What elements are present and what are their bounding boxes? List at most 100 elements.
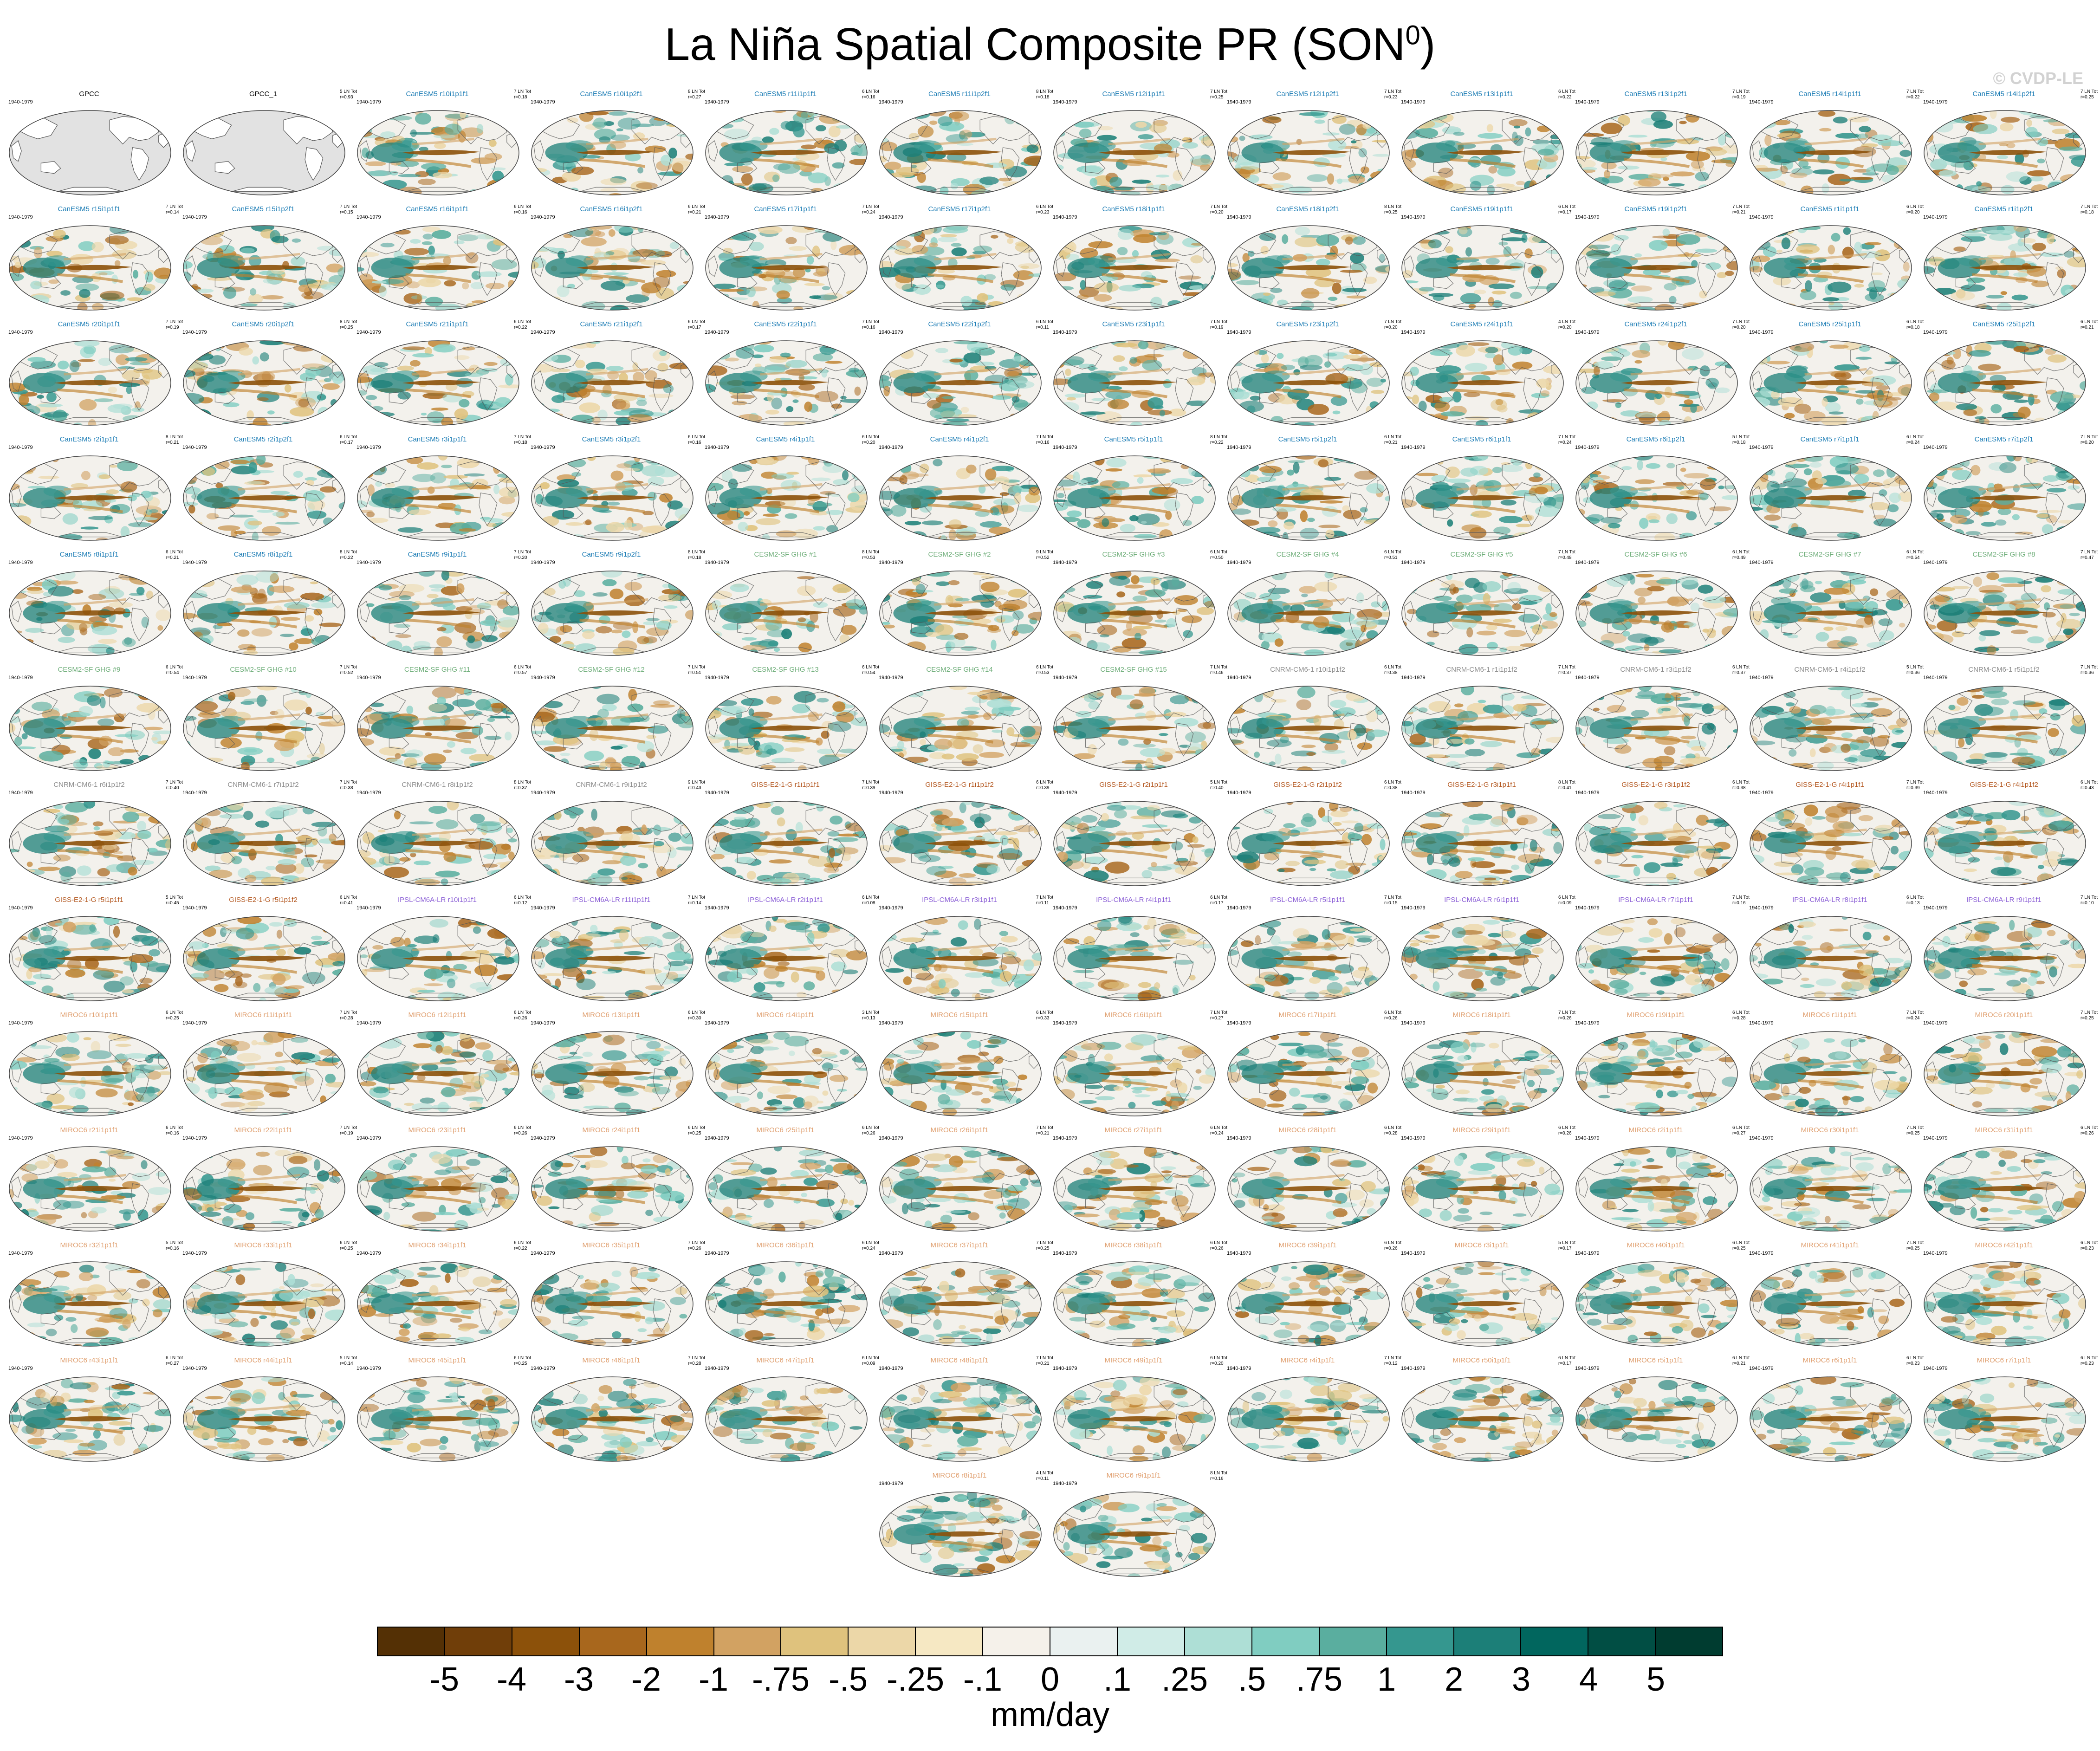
precip-anomaly-field xyxy=(880,1031,1041,1116)
precip-anomaly-field xyxy=(1576,1262,1737,1346)
map-panel: MIROC6 r2i1p1f1 1940-1979 6 LN Tot r=0.27 xyxy=(1569,1125,1750,1298)
panel-title: GISS-E2-1-G r5i1p1f1 xyxy=(55,896,123,904)
precip-anomaly-field xyxy=(1924,226,2086,310)
panel-map xyxy=(1227,1031,1390,1116)
map-panel: GISS-E2-1-G r4i1p1f1 1940-1979 7 LN Tot r=… xyxy=(1743,780,1924,953)
panel-title: GISS-E2-1-G r4i1p1f2 xyxy=(1970,781,2038,789)
panel-period: 1940-1979 xyxy=(879,560,903,565)
map-panel: CanESM5 r14i1p2f1 1940-1979 7 LN Tot r=0.2… xyxy=(1917,89,2098,262)
panel-period: 1940-1979 xyxy=(1401,1251,1426,1256)
map-border xyxy=(879,455,1042,541)
panel-title: MIROC6 r20i1p1f1 xyxy=(1975,1011,2033,1019)
map-panel: CanESM5 r11i1p1f1 1940-1979 6 LN Tot r=0.1… xyxy=(698,89,879,262)
map-panel: IPSL-CM6A-LR r2i1p1f1 1940-1979 6 LN Tot r… xyxy=(698,895,879,1068)
map-panel: CESM2-SF GHG #1 1940-1979 8 LN Tot r=0.53 xyxy=(698,550,879,722)
map-border xyxy=(1575,686,1738,771)
panel-title: CanESM5 r8i1p2f1 xyxy=(233,551,293,558)
panel-map xyxy=(1401,110,1564,195)
map-panel: MIROC6 r26i1p1f1 1940-1979 7 LN Tot r=0.21 xyxy=(872,1125,1053,1298)
panel-map xyxy=(357,801,519,886)
panel-period: 1940-1979 xyxy=(1227,560,1251,565)
panel-stats: 7 LN Tot r=0.15 xyxy=(339,204,357,215)
map-panel: MIROC6 r24i1p1f1 1940-1979 6 LN Tot r=0.25 xyxy=(524,1125,705,1298)
panel-stats: 7 LN Tot r=0.12 xyxy=(1384,1355,1401,1366)
panel-period: 1940-1979 xyxy=(1923,1020,1948,1026)
map-panel: CanESM5 r1i1p1f1 1940-1979 6 LN Tot r=0.20 xyxy=(1743,204,1924,377)
panel-title: IPSL-CM6A-LR r11i1p1f1 xyxy=(572,896,651,904)
panel-map xyxy=(1750,1031,1912,1116)
panel-period: 1940-1979 xyxy=(531,445,555,450)
precip-anomaly-field xyxy=(1576,1147,1737,1231)
panel-map xyxy=(357,1031,519,1116)
panel-map xyxy=(1750,916,1912,1001)
panel-period: 1940-1979 xyxy=(182,1366,207,1371)
panel-map xyxy=(9,801,171,886)
precip-anomaly-field xyxy=(1228,571,1389,655)
title-text: La Niña Spatial Composite PR (SON xyxy=(664,19,1406,70)
panel-stats: 7 LN Tot r=0.19 xyxy=(339,1125,357,1136)
map-border xyxy=(1575,340,1738,426)
panel-stats: 6 LN Tot r=0.37 xyxy=(1732,665,1750,675)
panel-map xyxy=(1575,571,1738,656)
panel-period: 1940-1979 xyxy=(356,99,381,105)
panel-title: MIROC6 r40i1p1f1 xyxy=(1627,1241,1685,1249)
panel-stats: 6 LN Tot r=0.16 xyxy=(862,89,879,100)
panel-map xyxy=(9,686,171,771)
panel-period: 1940-1979 xyxy=(182,560,207,565)
panel-period: 1940-1979 xyxy=(1401,445,1426,450)
panel-stats: 6 LN Tot r=0.22 xyxy=(513,1240,531,1251)
copyright-label: © CVDP-LE xyxy=(1993,69,2083,88)
colorbar-tick-label: .25 xyxy=(1161,1661,1208,1698)
panel-stats: 7 LN Tot r=0.36 xyxy=(2080,665,2098,675)
map-border xyxy=(705,801,868,886)
panel-period: 1940-1979 xyxy=(1575,790,1600,796)
map-border xyxy=(1227,110,1390,195)
panel-period: 1940-1979 xyxy=(1923,1366,1948,1371)
panel-period: 1940-1979 xyxy=(1575,99,1600,105)
panel-period: 1940-1979 xyxy=(1053,330,1077,335)
map-panel: CanESM5 r5i1p1f1 1940-1979 8 LN Tot r=0.22 xyxy=(1046,435,1227,607)
panel-period: 1940-1979 xyxy=(8,1251,33,1256)
panel-period: 1940-1979 xyxy=(531,790,555,796)
panel-title: MIROC6 r18i1p1f1 xyxy=(1452,1011,1511,1019)
panel-period: 1940-1979 xyxy=(1401,214,1426,220)
panel-map xyxy=(1924,1261,2086,1347)
map-border xyxy=(705,340,868,426)
map-border xyxy=(357,1261,519,1347)
panel-stats: 8 LN Tot r=0.18 xyxy=(1036,89,1053,100)
precip-anomaly-field xyxy=(9,1377,171,1461)
map-border xyxy=(1750,225,1912,311)
panel-stats: 6 LN Tot r=0.26 xyxy=(1384,1240,1401,1251)
panel-title: CanESM5 r17i1p2f1 xyxy=(928,205,991,213)
panel-map xyxy=(1053,225,1216,311)
panel-stats: 6 LN Tot r=0.43 xyxy=(2080,780,2098,791)
map-panel: CESM2-SF GHG #13 1940-1979 6 LN Tot r=0.54 xyxy=(698,665,879,837)
panel-stats: 7 LN Tot r=0.20 xyxy=(513,550,531,560)
map-border xyxy=(1227,916,1390,1001)
panel-period: 1940-1979 xyxy=(356,1020,381,1026)
panel-map xyxy=(1053,1146,1216,1232)
panel-title: IPSL-CM6A-LR r4i1p1f1 xyxy=(1096,896,1171,904)
map-border xyxy=(1401,1031,1564,1116)
map-panel: MIROC6 r44i1p1f1 1940-1979 5 LN Tot r=0.14 xyxy=(176,1355,357,1528)
panel-period: 1940-1979 xyxy=(1749,790,1774,796)
panel-period: 1940-1979 xyxy=(1401,1366,1426,1371)
panel-period: 1940-1979 xyxy=(182,1251,207,1256)
panel-title: MIROC6 r1i1p1f1 xyxy=(1802,1011,1857,1019)
panel-period: 1940-1979 xyxy=(1575,1251,1600,1256)
panel-title: CanESM5 r5i1p2f1 xyxy=(1278,435,1337,443)
panel-stats: 6 LN Tot r=0.21 xyxy=(1732,1355,1750,1366)
map-panel: IPSL-CM6A-LR r4i1p1f1 1940-1979 6 LN Tot r… xyxy=(1046,895,1227,1068)
panel-map xyxy=(1053,1376,1216,1462)
panel-stats: 6 LN Tot r=0.16 xyxy=(165,1125,183,1136)
map-border xyxy=(1924,225,2086,311)
panel-stats: 7 LN Tot r=0.38 xyxy=(339,780,357,791)
panel-period: 1940-1979 xyxy=(705,330,729,335)
precip-anomaly-field xyxy=(1228,110,1389,195)
panel-stats: 6 LN Tot r=0.23 xyxy=(1036,204,1053,215)
panel-map xyxy=(357,225,519,311)
panel-stats: 7 LN Tot r=0.24 xyxy=(862,204,879,215)
map-panel: MIROC6 r9i1p1f1 1940-1979 8 LN Tot r=0.16 xyxy=(1046,1471,1227,1643)
map-border xyxy=(1053,686,1216,771)
panel-map xyxy=(1750,686,1912,771)
